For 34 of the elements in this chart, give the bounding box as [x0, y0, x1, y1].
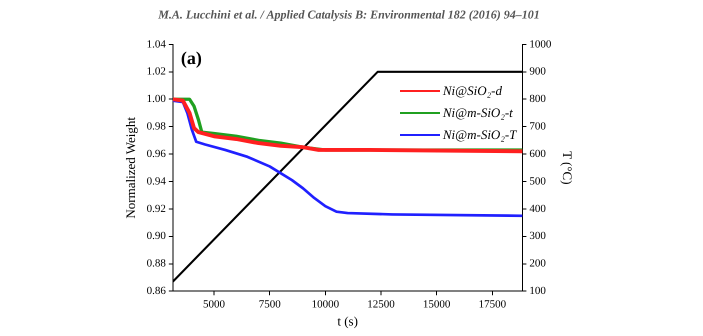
y-tick-label: 1.02 — [146, 66, 166, 78]
y-tick-label: 0.90 — [146, 230, 166, 242]
legend-label: Ni@SiO₂-d — [442, 83, 502, 100]
x-tick-label: 10000 — [312, 298, 340, 311]
annotation: (a) — [180, 48, 202, 68]
x-tick-label: 15000 — [422, 298, 451, 311]
y-tick-label: 1.00 — [146, 93, 166, 106]
y-tick-label: 0.94 — [146, 175, 166, 188]
y2-tick-label: 400 — [529, 202, 546, 215]
legend-label: Ni@m-SiO₂-T — [442, 127, 516, 144]
x-tick-label: 5000 — [203, 298, 226, 311]
chart-title: M.A. Lucchini et al. / Applied Catalysis B: Environmental 182 (2016) 94–101 — [157, 7, 540, 22]
y2-tick-label: 600 — [529, 148, 546, 160]
y2-tick-label: 700 — [529, 120, 546, 133]
y-tick-label: 0.88 — [146, 258, 166, 270]
y-tick-label: 0.98 — [146, 120, 166, 133]
y-tick-label: 0.92 — [146, 202, 166, 215]
y-axis-title: Normalized Weight — [123, 116, 138, 219]
y2-tick-label: 1000 — [529, 38, 552, 50]
x-tick-label: 17500 — [478, 298, 507, 311]
y-tick-label: 0.96 — [146, 148, 166, 160]
y-tick-label: 0.86 — [146, 285, 166, 298]
y-tick-label: 1.04 — [146, 38, 166, 50]
y2-tick-label: 500 — [529, 175, 546, 188]
y2-tick-label: 100 — [529, 285, 546, 298]
y2-tick-label: 900 — [529, 66, 546, 78]
x-tick-label: 7500 — [258, 298, 282, 311]
y2-tick-label: 800 — [529, 93, 546, 106]
y2-tick-label: 200 — [529, 258, 546, 270]
x-axis-title: t (s) — [337, 314, 358, 329]
legend-label: Ni@m-SiO₂-t — [442, 105, 513, 122]
x-tick-label: 12500 — [367, 298, 396, 311]
y2-tick-label: 300 — [529, 230, 546, 242]
y2-axis-title: T (°C) — [560, 151, 575, 185]
